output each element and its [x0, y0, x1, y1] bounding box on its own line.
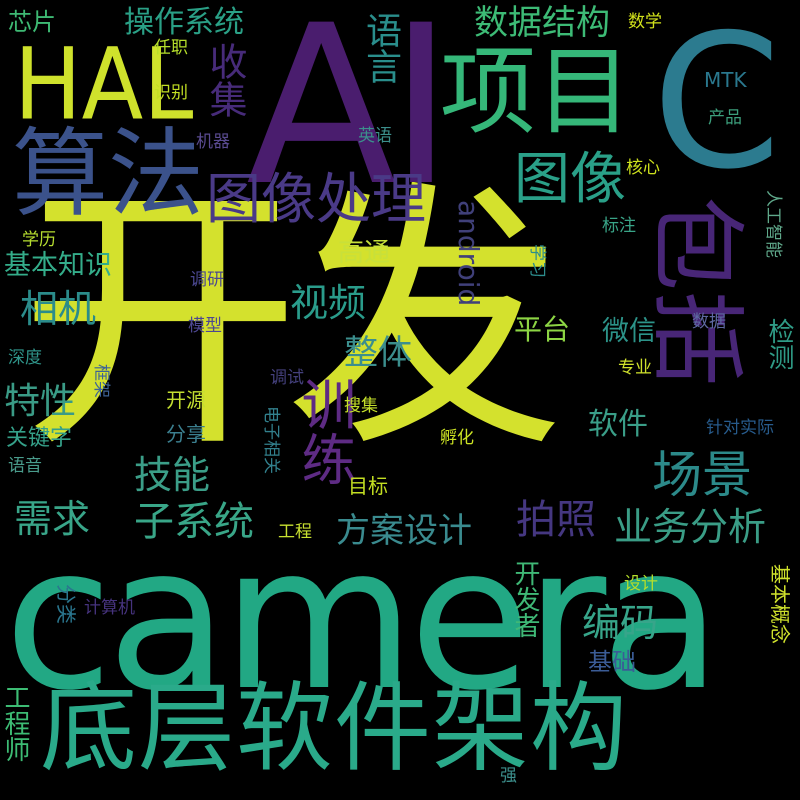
- word-kuangjia: 框架: [91, 364, 111, 398]
- word-mtk: MTK: [704, 68, 747, 92]
- word-jineng: 技能: [134, 453, 211, 497]
- word-kaifazhe: 开发者: [510, 560, 540, 638]
- word-yingyu: 英语: [358, 126, 392, 146]
- word-xunlian: 训练: [292, 376, 356, 486]
- word-xuexi: 学习: [527, 244, 547, 278]
- word-kaifa: 开发: [20, 159, 565, 485]
- word-xiangji: 相机: [20, 287, 97, 331]
- word-jisuanji: 计算机: [84, 598, 135, 618]
- word-fuhua: 孵化: [440, 428, 474, 448]
- word-tuxiangchuli: 图像处理: [206, 167, 427, 231]
- word-hal: HAL: [14, 27, 194, 143]
- word-xuqiu: 需求: [14, 497, 91, 541]
- word-c: C: [652, 0, 782, 210]
- word-zhengti: 整体: [344, 333, 412, 373]
- word-renzhi: 任职: [154, 38, 188, 58]
- word-weixin: 微信: [602, 316, 656, 347]
- word-jichu: 基础: [588, 648, 636, 676]
- word-xinpian: 芯片: [8, 8, 56, 36]
- word-jibenzhishi: 基本知识: [4, 250, 112, 281]
- word-suanfa: 算法: [12, 118, 204, 230]
- word-jibengainian: 基本概念: [768, 564, 792, 644]
- word-ruanjian: 软件: [588, 407, 648, 442]
- word-hexin: 核心: [626, 158, 660, 178]
- word-jiance: 检测: [764, 318, 794, 370]
- word-fanganshezhi: 方案设计: [336, 511, 472, 551]
- word-ai: AI: [246, 0, 453, 234]
- word-shibie: 识别: [154, 83, 188, 103]
- word-gongcheng: 工程: [278, 522, 312, 542]
- word-texing: 特性: [4, 381, 77, 422]
- word-yuyan: 语言: [360, 12, 401, 84]
- word-yuyin: 语音: [8, 456, 42, 476]
- word-dianzixiangguan: 电子相关: [261, 406, 281, 474]
- word-fenxiang: 分享: [166, 422, 206, 446]
- word-gaotong: 高通: [338, 238, 391, 268]
- word-pingtai: 平台: [514, 313, 571, 346]
- word-rengongzhineng: 人工智能: [763, 190, 783, 258]
- word-sousuo: 搜集: [344, 396, 378, 416]
- word-changjing: 场景: [652, 446, 752, 504]
- word-shujujiegou: 数据结构: [474, 3, 610, 43]
- word-shipin: 视频: [290, 281, 367, 325]
- word-kaiyuan: 开源: [166, 388, 206, 412]
- word-bianma: 编码: [582, 601, 659, 645]
- word-xiangmu: 项目: [440, 36, 632, 148]
- word-moxing: 模型: [188, 316, 222, 336]
- word-zhenduishiji: 针对实际: [706, 418, 774, 438]
- word-biaozhu: 标注: [602, 216, 636, 236]
- word-caozuoxitong: 操作系统: [124, 5, 244, 40]
- word-chanpin: 产品: [708, 108, 742, 128]
- word-tiaoshi: 调试: [270, 368, 304, 388]
- word-gongchengshi: 工程师: [0, 684, 30, 762]
- word-shuxue: 数学: [628, 12, 662, 32]
- word-shouji: 收集: [203, 42, 247, 118]
- word-zhuanye: 专业: [618, 358, 652, 378]
- word-paizhao: 拍照: [516, 497, 596, 543]
- word-dicengruanjianjiagou: 底层软件架构: [40, 672, 628, 785]
- word-sheji: 设计: [624, 574, 658, 594]
- word-fenlei: 分类: [54, 584, 78, 624]
- word-qiang: 强: [500, 766, 517, 786]
- word-jiqi: 机器: [196, 132, 230, 152]
- word-android: android: [452, 200, 485, 307]
- word-xueli: 学历: [22, 230, 56, 250]
- word-yewufenxi: 业务分析: [614, 505, 767, 549]
- word-camera: camera: [4, 503, 722, 734]
- word-shuju: 数据: [692, 312, 726, 332]
- word-guanjianzi: 关键字: [6, 426, 73, 451]
- word-baokuo: 包括: [641, 196, 751, 387]
- word-shendu: 深度: [8, 348, 42, 368]
- word-zixitong: 子系统: [134, 499, 254, 545]
- word-tuxiang: 图像: [514, 147, 626, 212]
- word-tiaoyan: 调研: [190, 270, 224, 290]
- word-mubiao: 目标: [348, 474, 388, 498]
